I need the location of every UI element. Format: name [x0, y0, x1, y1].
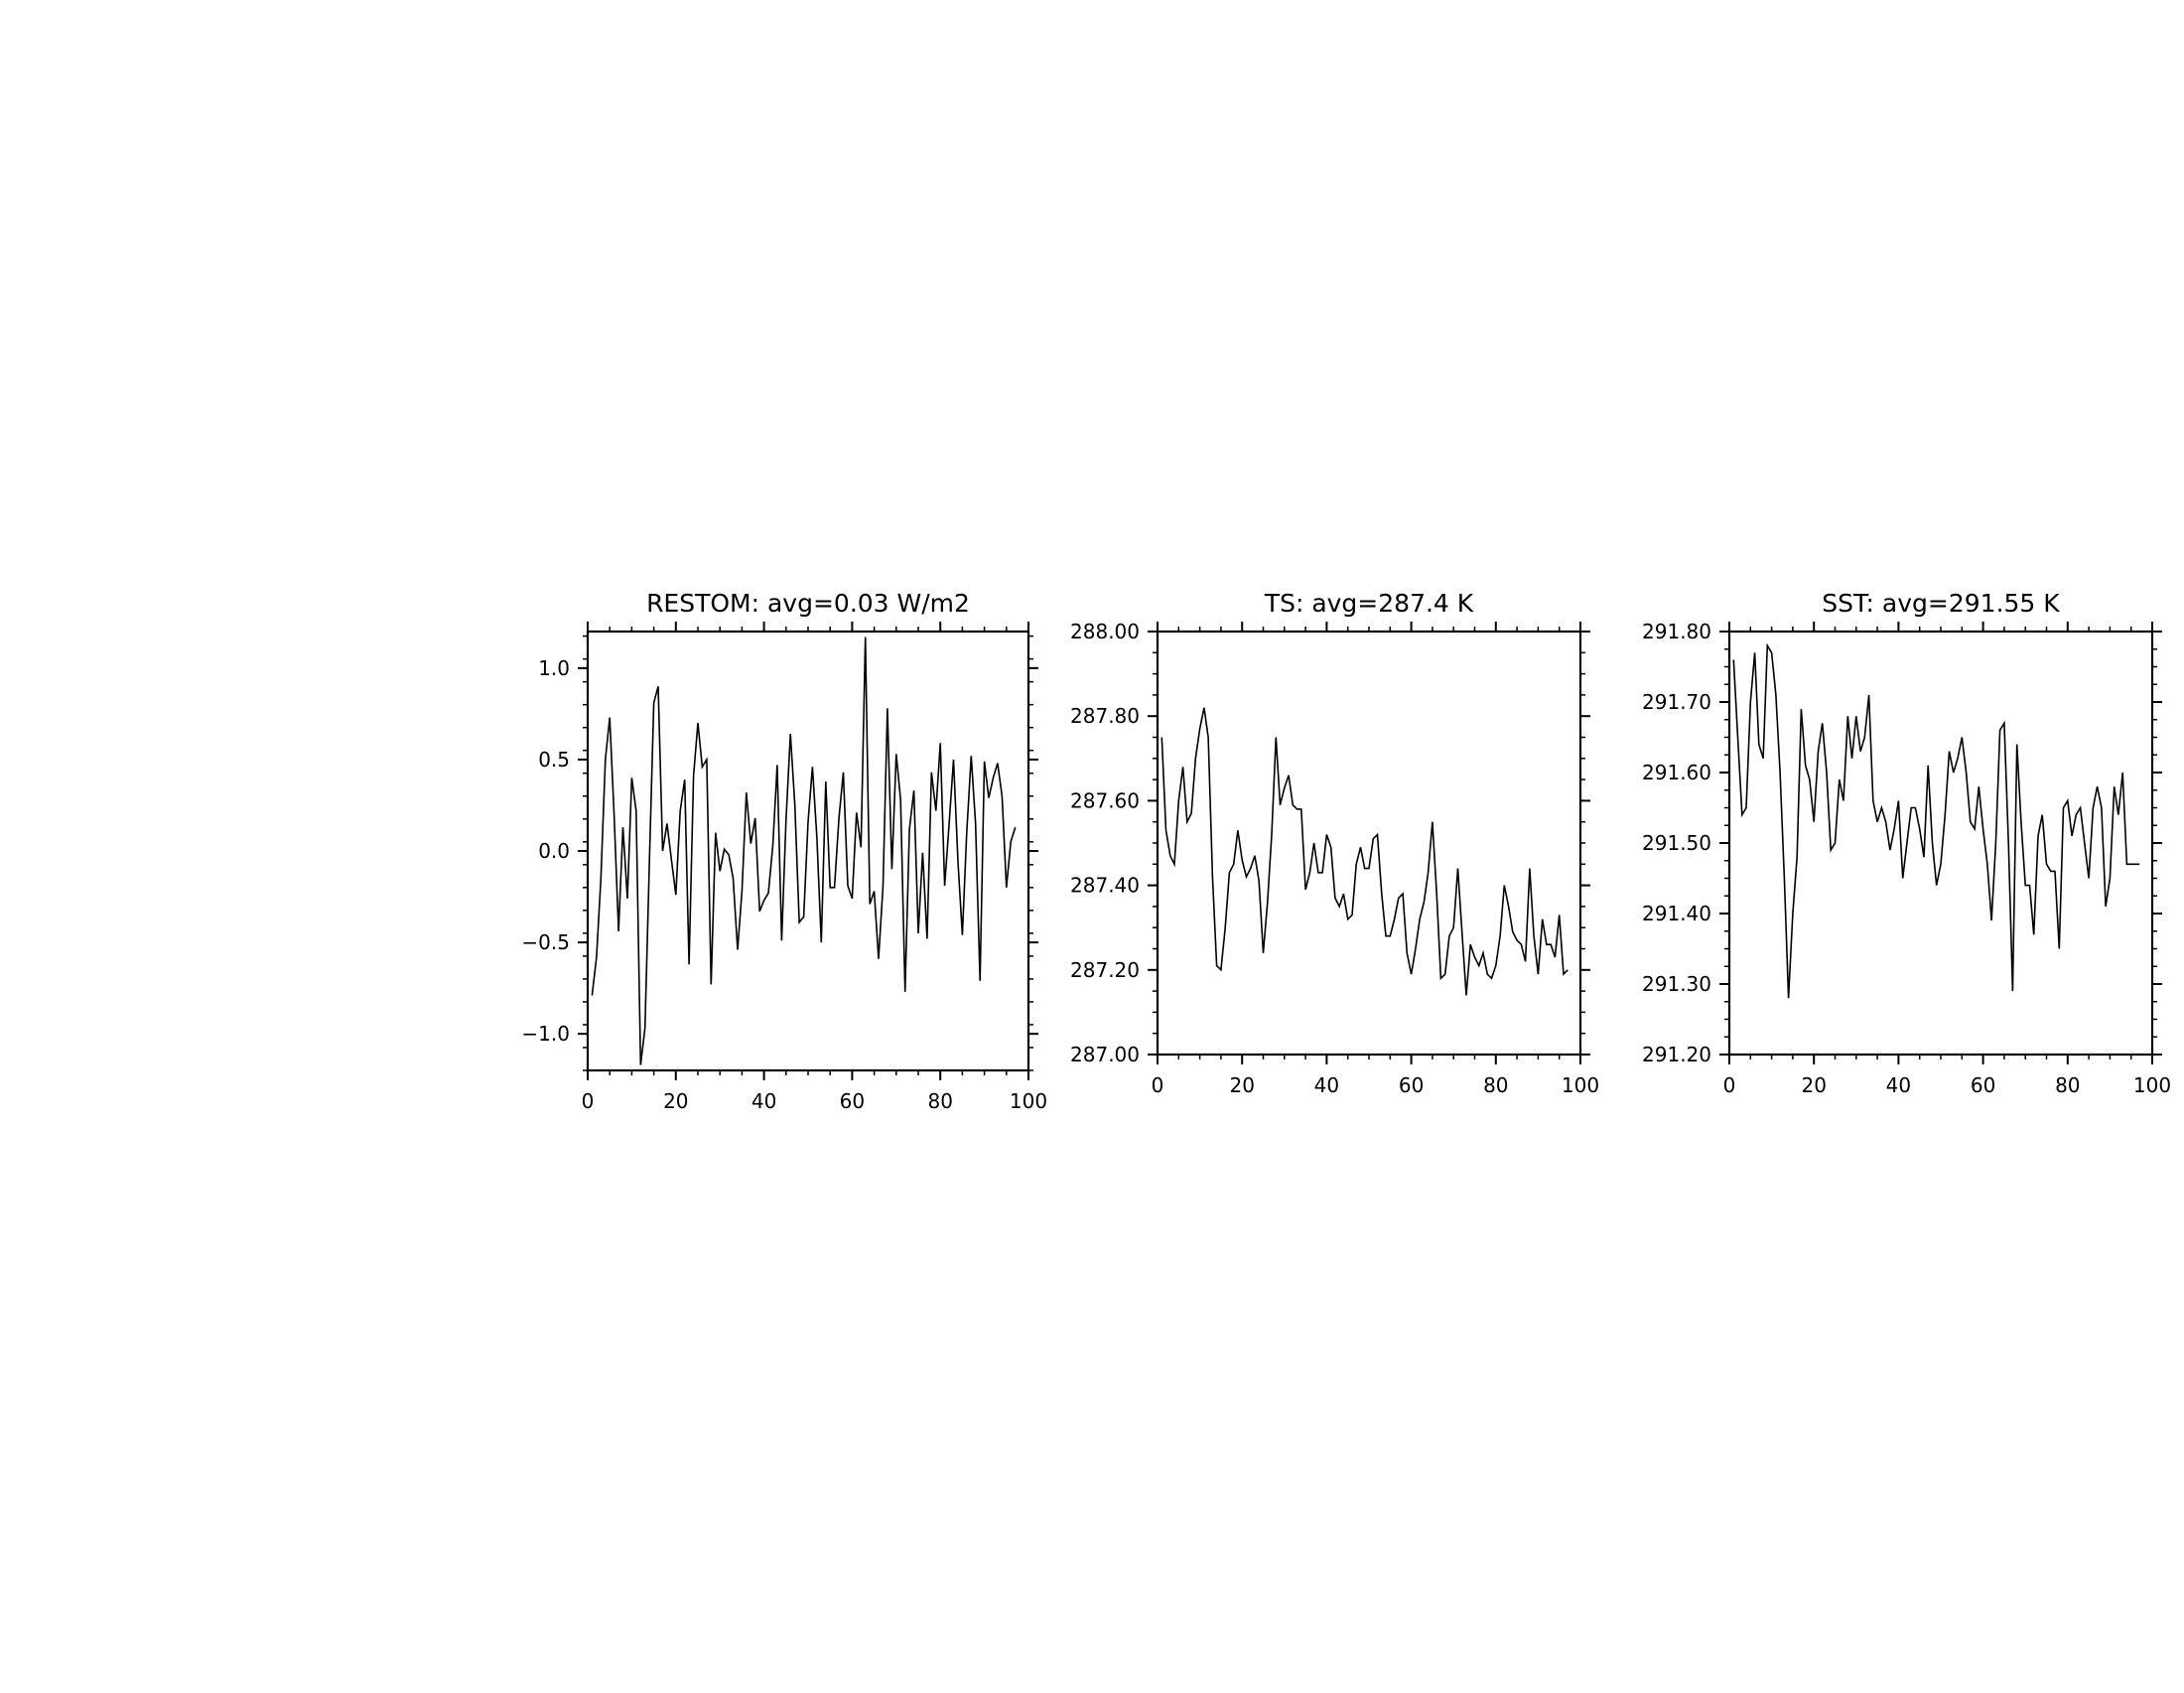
restom-x-tick-label: 40	[751, 1089, 776, 1113]
restom-x-tick-label: 0	[582, 1089, 595, 1113]
sst-panel: SST: avg=291.55 K 0 20 40 60 80 100 291.20 291.3…	[1642, 589, 2171, 1097]
restom-plot-frame	[586, 630, 1030, 1072]
sst-y-tick-label: 291.80	[1642, 620, 1711, 643]
restom-y-tick-label: 0.5	[538, 748, 570, 772]
ts-x-tick-label: 40	[1314, 1073, 1339, 1097]
sst-y-tick-label: 291.50	[1642, 831, 1711, 855]
sst-y-tick-label: 291.30	[1642, 972, 1711, 996]
restom-series-line	[591, 636, 1017, 1065]
sst-x-tick-label: 0	[1723, 1073, 1736, 1097]
restom-x-tick-label: 60	[840, 1089, 865, 1113]
sst-y-tick-label: 291.20	[1642, 1043, 1711, 1066]
ts-panel: TS: avg=287.4 K 0 20 40 60 80 100 287.00 287.20 2…	[1070, 589, 1599, 1097]
sst-title: SST: avg=291.55 K	[1822, 589, 2060, 618]
sst-y-tick-label: 291.40	[1642, 902, 1711, 925]
ts-x-tick-label: 0	[1152, 1073, 1164, 1097]
ts-y-tick-label: 287.20	[1070, 958, 1140, 982]
ts-y-tick-label: 287.80	[1070, 704, 1140, 728]
ts-y-tick-label: 287.00	[1070, 1043, 1140, 1066]
restom-y-tick-label: −1.0	[521, 1022, 570, 1046]
restom-y-tick-label: −0.5	[521, 930, 570, 954]
restom-x-tick-label: 100	[1010, 1089, 1047, 1113]
ts-y-tick-label: 288.00	[1070, 620, 1140, 643]
ts-y-tick-label: 287.40	[1070, 874, 1140, 898]
restom-y-tick-label: 0.0	[538, 839, 570, 863]
restom-panel: RESTOM: avg=0.03 W/m2 0 20 40 60 80 100 −1.0 −0.…	[521, 589, 1047, 1113]
sst-x-tick-label: 20	[1801, 1073, 1826, 1097]
ts-plot-frame	[1156, 630, 1582, 1057]
sst-x-tick-label: 80	[2055, 1073, 2080, 1097]
restom-x-tick-label: 80	[927, 1089, 952, 1113]
ts-title: TS: avg=287.4 K	[1264, 589, 1474, 618]
sst-x-tick-label: 100	[2133, 1073, 2171, 1097]
ts-x-tick-label: 100	[1562, 1073, 1599, 1097]
sst-y-tick-label: 291.70	[1642, 690, 1711, 714]
sst-series-line	[1732, 642, 2140, 999]
restom-title: RESTOM: avg=0.03 W/m2	[646, 589, 970, 618]
restom-y-tick-label: 1.0	[538, 656, 570, 680]
restom-x-tick-label: 20	[663, 1089, 688, 1113]
ts-series-line	[1160, 707, 1569, 996]
sst-plot-frame	[1727, 630, 2154, 1057]
ts-x-tick-label: 60	[1399, 1073, 1424, 1097]
sst-x-tick-label: 40	[1886, 1073, 1911, 1097]
sst-x-tick-label: 60	[1971, 1073, 1995, 1097]
ts-x-tick-label: 80	[1483, 1073, 1508, 1097]
sst-y-tick-label: 291.60	[1642, 761, 1711, 784]
ts-y-tick-label: 287.60	[1070, 788, 1140, 812]
ts-x-tick-label: 20	[1229, 1073, 1254, 1097]
